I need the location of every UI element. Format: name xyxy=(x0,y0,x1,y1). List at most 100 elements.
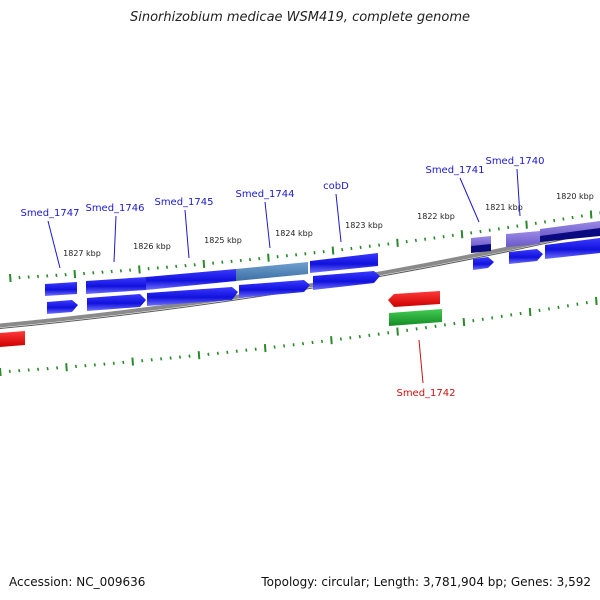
inner-tick xyxy=(547,307,551,311)
gene-feature-rna[interactable] xyxy=(388,291,440,307)
label-callout-line xyxy=(47,220,61,269)
inner-tick xyxy=(368,333,371,338)
kbp-scale-label: 1824 kbp xyxy=(275,229,313,238)
gene-label-smed-1744[interactable]: Smed_1744 xyxy=(235,189,294,200)
gene-feature-upper[interactable] xyxy=(45,282,77,296)
inner-tick xyxy=(500,314,503,319)
inner-tick xyxy=(263,344,267,353)
inner-tick xyxy=(595,296,598,306)
outer-tick xyxy=(571,215,574,220)
outer-tick xyxy=(378,243,381,247)
kbp-scale-label: 1827 kbp xyxy=(63,249,101,258)
kbp-labels: 1827 kbp 1826 kbp 1825 kbp 1824 kbp 1823 kbp… xyxy=(63,192,594,258)
gene-feature-lower[interactable] xyxy=(545,238,600,259)
inner-tick xyxy=(443,323,446,327)
inner-tick xyxy=(46,366,49,371)
inner-tick xyxy=(235,349,238,353)
gene-label-cobd[interactable]: cobD xyxy=(323,181,349,192)
gene-feature-lower[interactable] xyxy=(47,300,78,314)
inner-tick xyxy=(160,357,163,361)
outer-tick xyxy=(295,253,298,257)
kbp-scale-label: 1823 kbp xyxy=(345,221,383,230)
outer-tick xyxy=(470,231,473,235)
outer-tick xyxy=(359,245,362,250)
inner-tick xyxy=(141,359,144,363)
gene-feature-lower[interactable] xyxy=(239,280,310,298)
gene-feature-lower[interactable] xyxy=(87,294,146,311)
outer-tick xyxy=(193,263,196,267)
kbp-scale-label: 1822 kbp xyxy=(417,212,455,221)
outer-tick xyxy=(525,220,528,229)
inner-tick xyxy=(330,336,333,345)
outer-tick xyxy=(92,271,95,275)
inner-tick xyxy=(424,325,428,330)
gene-label-smed-1742[interactable]: Smed_1742 xyxy=(396,388,455,399)
map-title: Sinorhizobium medicae WSM419, complete g… xyxy=(129,10,471,25)
label-callout-line xyxy=(335,193,342,243)
outer-tick xyxy=(64,273,67,277)
inner-tick xyxy=(207,352,210,356)
outer-tick xyxy=(442,235,445,239)
inner-tick xyxy=(112,361,115,365)
inner-tick xyxy=(301,342,305,346)
gene-feature-upper[interactable] xyxy=(506,231,540,247)
gene-feature-upper[interactable] xyxy=(540,221,600,238)
kbp-scale-label: 1821 kbp xyxy=(485,203,523,212)
gene-feature-lower[interactable] xyxy=(313,271,380,290)
gene-label-smed-1745[interactable]: Smed_1745 xyxy=(154,197,213,208)
outer-tick xyxy=(368,244,371,248)
inner-tick xyxy=(557,305,560,310)
gene-label-smed-1741[interactable]: Smed_1741 xyxy=(425,165,484,176)
kbp-scale-label: 1825 kbp xyxy=(204,236,242,245)
gene-feature-upper[interactable] xyxy=(146,269,236,290)
outer-tick xyxy=(9,273,12,283)
inner-tick xyxy=(320,339,324,344)
inner-tick xyxy=(150,358,153,362)
outer-ticks xyxy=(9,210,600,283)
inner-tick xyxy=(311,340,314,345)
outer-tick xyxy=(202,259,206,268)
outer-tick xyxy=(258,256,261,261)
inner-tick xyxy=(519,311,522,316)
inner-tick xyxy=(462,318,466,327)
label-callout-line xyxy=(459,177,480,223)
gene-feature-lower[interactable] xyxy=(473,257,494,270)
gene-feature-lower[interactable] xyxy=(509,249,543,264)
outer-tick xyxy=(101,270,104,274)
label-callout-line xyxy=(516,168,521,217)
outer-tick xyxy=(175,264,178,269)
inner-tick xyxy=(434,324,437,328)
outer-tick xyxy=(424,237,427,241)
outer-tick xyxy=(414,238,417,243)
accession-text: Accession: NC_009636 xyxy=(9,575,146,589)
inner-tick xyxy=(84,364,87,368)
gene-label-smed-1747[interactable]: Smed_1747 xyxy=(20,208,79,219)
gene-feature-upper[interactable] xyxy=(540,228,600,242)
gene-feature-upper[interactable] xyxy=(310,253,378,273)
outer-tick xyxy=(405,239,408,244)
label-callout-line xyxy=(264,201,271,249)
genome-summary-text: Topology: circular; Length: 3,781,904 bp… xyxy=(261,575,591,589)
outer-tick xyxy=(73,270,77,279)
outer-tick xyxy=(350,246,353,251)
label-callout-line xyxy=(418,339,424,384)
outer-tick xyxy=(341,247,344,252)
outer-tick xyxy=(460,230,464,239)
gene-feature-rna[interactable] xyxy=(0,331,25,347)
gene-feature-green[interactable] xyxy=(389,309,442,326)
gene-feature-upper-highlight[interactable] xyxy=(236,262,308,281)
gene-feature-lower[interactable] xyxy=(147,287,238,306)
inner-tick xyxy=(292,343,295,347)
gene-label-smed-1740[interactable]: Smed_1740 xyxy=(485,156,544,167)
gene-feature-upper[interactable] xyxy=(86,277,146,294)
gene-label-smed-1746[interactable]: Smed_1746 xyxy=(85,203,144,214)
inner-tick xyxy=(226,350,229,354)
outer-tick xyxy=(184,263,187,268)
outer-tick xyxy=(165,265,169,269)
inner-tick xyxy=(576,302,579,306)
gene-feature-upper[interactable] xyxy=(471,244,491,253)
outer-tick xyxy=(18,275,21,280)
outer-tick xyxy=(239,258,242,263)
inner-tick xyxy=(103,362,106,366)
